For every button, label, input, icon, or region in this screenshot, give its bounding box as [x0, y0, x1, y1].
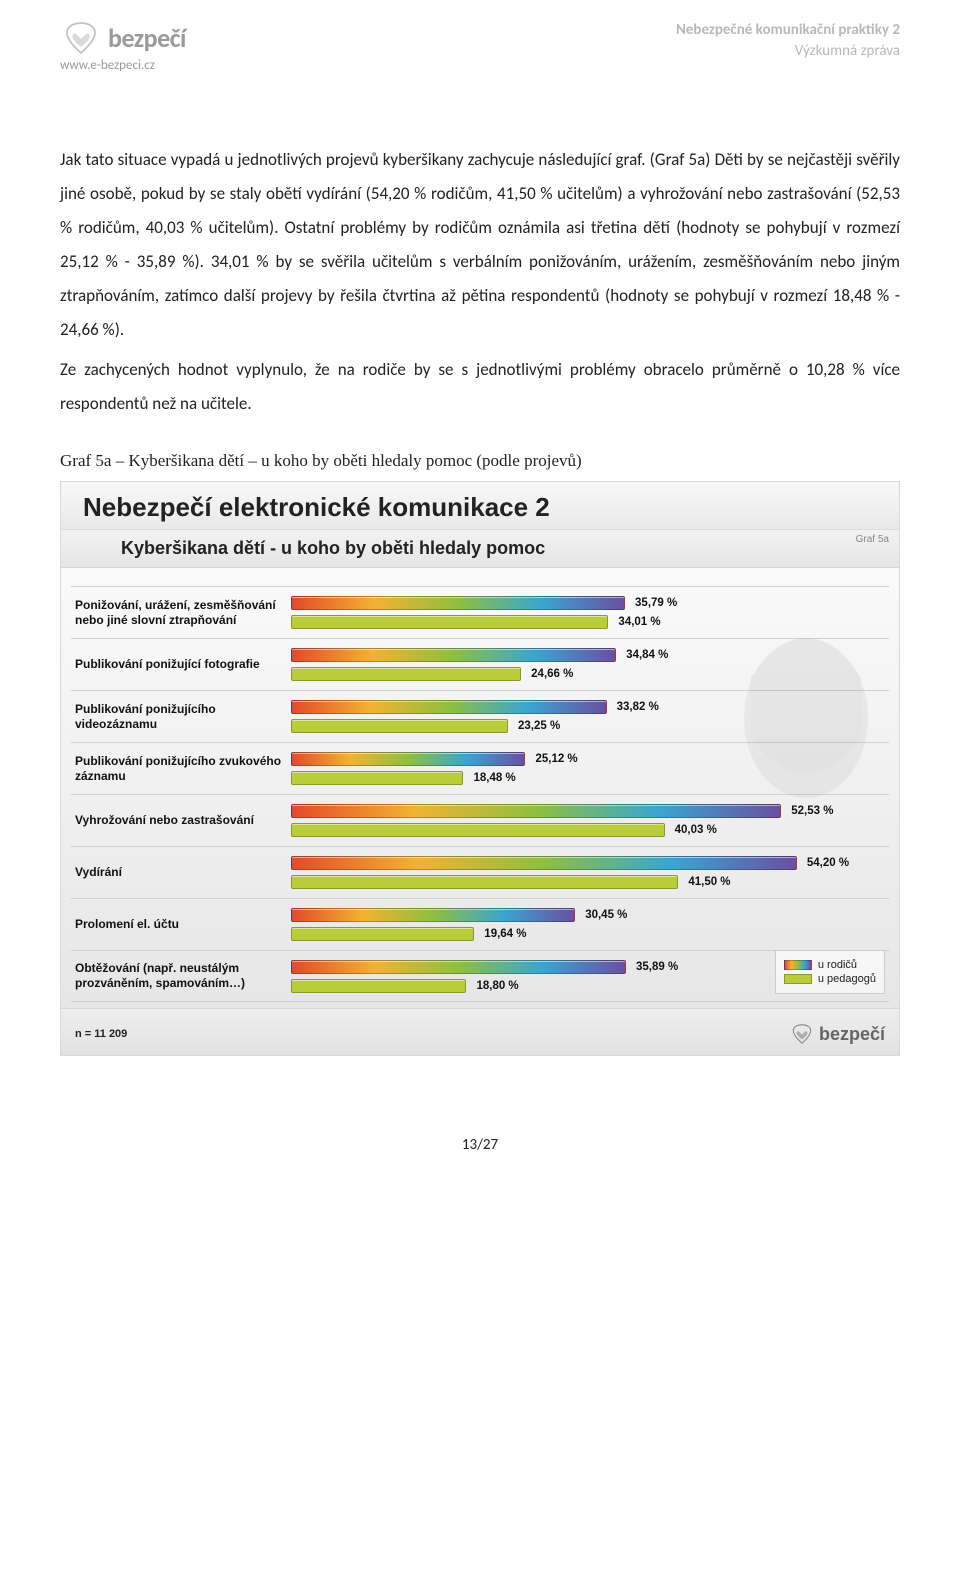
legend-label-parents: u rodičů	[818, 959, 857, 971]
bar-parents	[291, 648, 616, 662]
doc-subtitle: Výzkumná zpráva	[676, 41, 900, 62]
chart-row: Ponižování, urážení, zesměšňování nebo j…	[71, 586, 889, 638]
footer-logo: bezpečí	[789, 1023, 885, 1045]
bar-value-parents: 34,84 %	[626, 649, 668, 661]
chart-row: Vyhrožování nebo zastrašování 52,53 % 40,0…	[71, 794, 889, 846]
chart-footer: n = 11 209 bezpečí	[61, 1009, 899, 1055]
bar-teachers	[291, 615, 608, 629]
bar-value-teachers: 18,80 %	[476, 980, 518, 992]
bar-teachers	[291, 823, 665, 837]
bar-teachers	[291, 979, 466, 993]
bar-value-parents: 35,79 %	[635, 597, 677, 609]
bar-teachers	[291, 667, 521, 681]
bar-value-teachers: 23,25 %	[518, 720, 560, 732]
row-bars: 33,82 % 23,25 %	[291, 691, 889, 742]
row-bars: 35,79 % 34,01 %	[291, 587, 889, 638]
bar-value-parents: 54,20 %	[807, 857, 849, 869]
body-text: Jak tato situace vypadá u jednotlivých p…	[60, 143, 900, 421]
bar-value-teachers: 40,03 %	[675, 824, 717, 836]
bar-parents	[291, 596, 625, 610]
bar-parents	[291, 700, 607, 714]
legend-label-teachers: u pedagogů	[818, 973, 876, 985]
row-label: Obtěžování (např. neustálým prozváněním,…	[71, 951, 291, 1001]
row-bars: 54,20 % 41,50 %	[291, 847, 889, 898]
paragraph-1: Jak tato situace vypadá u jednotlivých p…	[60, 143, 900, 347]
row-label: Ponižování, urážení, zesměšňování nebo j…	[71, 587, 291, 638]
bar-value-teachers: 24,66 %	[531, 668, 573, 680]
row-label: Publikování ponižující fotografie	[71, 639, 291, 690]
bar-parents	[291, 804, 781, 818]
bar-value-teachers: 19,64 %	[484, 928, 526, 940]
bar-teachers	[291, 927, 474, 941]
chart-row: Vydírání 54,20 % 41,50 %	[71, 846, 889, 898]
chart-subtitle-bar: Kyberšikana dětí - u koho by oběti hleda…	[61, 530, 899, 568]
bar-value-teachers: 18,48 %	[473, 772, 515, 784]
chart-title-bar: Nebezpečí elektronické komunikace 2	[61, 482, 899, 530]
legend-item-teachers: u pedagogů	[784, 973, 876, 985]
site-url: www.e-bezpeci.cz	[60, 58, 186, 73]
footer-logo-text: bezpečí	[819, 1024, 885, 1045]
figure-caption: Graf 5a – Kyberšikana dětí – u koho by o…	[60, 451, 900, 471]
legend-swatch-teachers	[784, 974, 812, 984]
page-number: 13/27	[60, 1136, 900, 1154]
header-right: Nebezpečné komunikační praktiky 2 Výzkum…	[676, 20, 900, 62]
row-bars: 30,45 % 19,64 %	[291, 899, 889, 950]
bar-value-teachers: 41,50 %	[688, 876, 730, 888]
chart-title: Nebezpečí elektronické komunikace 2	[83, 492, 885, 523]
row-label: Vydírání	[71, 847, 291, 898]
sample-size: n = 11 209	[75, 1028, 127, 1040]
bar-teachers	[291, 875, 678, 889]
row-label: Publikování ponižujícího videozáznamu	[71, 691, 291, 742]
row-bars: 34,84 % 24,66 %	[291, 639, 889, 690]
bar-value-parents: 35,89 %	[636, 961, 678, 973]
legend-item-parents: u rodičů	[784, 959, 876, 971]
logo-text: bezpečí	[108, 22, 186, 54]
legend-swatch-parents	[784, 960, 812, 970]
bar-value-parents: 30,45 %	[585, 909, 627, 921]
chart-panel: Nebezpečí elektronické komunikace 2 Kybe…	[60, 481, 900, 1056]
row-label: Prolomení el. účtu	[71, 899, 291, 950]
chart-row: Publikování ponižujícího videozáznamu33,…	[71, 690, 889, 742]
bar-parents	[291, 752, 525, 766]
bar-parents	[291, 908, 575, 922]
bar-value-parents: 33,82 %	[617, 701, 659, 713]
doc-title: Nebezpečné komunikační praktiky 2	[676, 20, 900, 41]
hands-shield-icon	[789, 1023, 815, 1045]
page-header: bezpečí www.e-bezpeci.cz Nebezpečné komu…	[60, 20, 900, 73]
chart-id-label: Graf 5a	[856, 534, 889, 545]
paragraph-2: Ze zachycených hodnot vyplynulo, že na r…	[60, 353, 900, 421]
hands-shield-icon	[60, 20, 102, 56]
bar-value-parents: 25,12 %	[535, 753, 577, 765]
bar-teachers	[291, 719, 508, 733]
logo-block: bezpečí www.e-bezpeci.cz	[60, 20, 186, 73]
chart-row: Publikování ponižující fotografie34,84 %…	[71, 638, 889, 690]
chart-row: Prolomení el. účtu 30,45 % 19,64 %	[71, 898, 889, 950]
bar-parents	[291, 960, 626, 974]
row-label: Publikování ponižujícího zvukového zázna…	[71, 743, 291, 794]
chart-row: Publikování ponižujícího zvukového zázna…	[71, 742, 889, 794]
chart-subtitle: Kyberšikana dětí - u koho by oběti hleda…	[121, 538, 885, 559]
row-bars: 25,12 % 18,48 %	[291, 743, 889, 794]
row-label: Vyhrožování nebo zastrašování	[71, 795, 291, 846]
bar-teachers	[291, 771, 463, 785]
bar-value-teachers: 34,01 %	[618, 616, 660, 628]
chart-row: Obtěžování (např. neustálým prozváněním,…	[71, 950, 889, 1002]
logo: bezpečí	[60, 20, 186, 56]
row-bars: 52,53 % 40,03 %	[291, 795, 889, 846]
bar-value-parents: 52,53 %	[791, 805, 833, 817]
chart-body: Ponižování, urážení, zesměšňování nebo j…	[61, 568, 899, 1009]
chart-legend: u rodičů u pedagogů	[775, 950, 885, 994]
bar-parents	[291, 856, 797, 870]
